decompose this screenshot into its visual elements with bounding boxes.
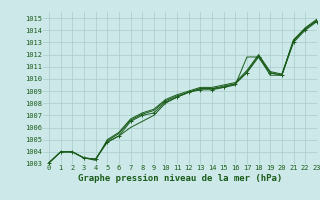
- X-axis label: Graphe pression niveau de la mer (hPa): Graphe pression niveau de la mer (hPa): [78, 174, 282, 183]
